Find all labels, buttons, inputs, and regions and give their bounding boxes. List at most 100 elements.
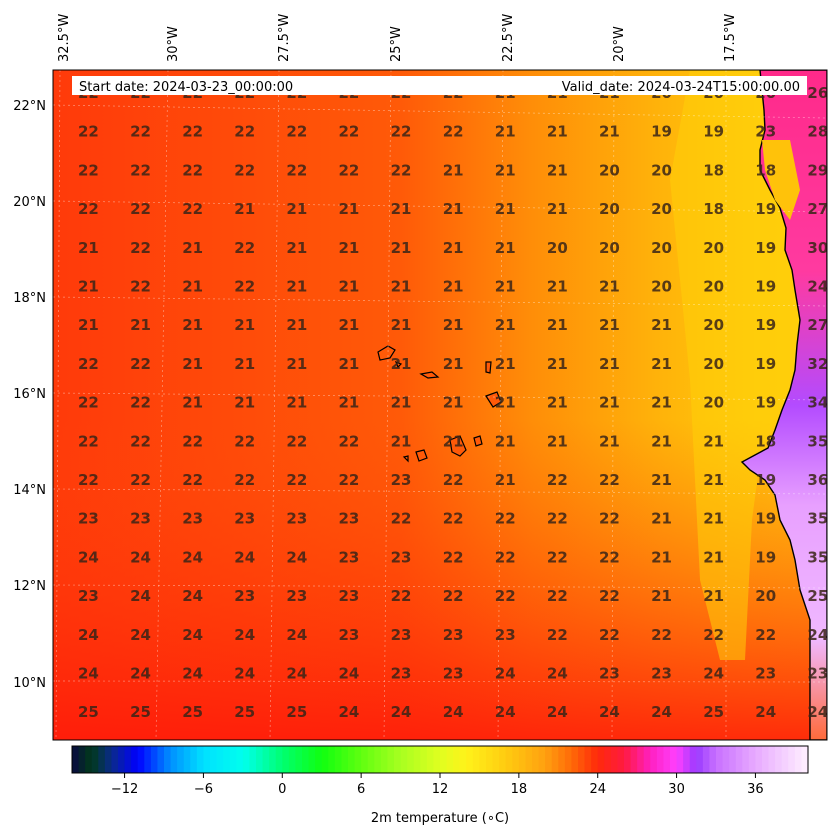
grid-value: 22	[130, 355, 151, 373]
colorbar-cell	[676, 746, 684, 773]
lat-label: 16°N	[13, 387, 46, 402]
grid-value: 21	[234, 200, 255, 218]
colorbar-cell	[348, 746, 356, 773]
grid-value: 21	[286, 239, 307, 257]
grid-value: 22	[339, 432, 360, 450]
grid-value: 23	[182, 510, 203, 528]
grid-value: 23	[391, 626, 412, 644]
colorbar-cell	[72, 746, 80, 773]
grid-value: 21	[443, 316, 464, 334]
lon-label: 17.5°W	[723, 14, 738, 62]
colorbar-cell	[374, 746, 382, 773]
grid-value: 20	[547, 239, 568, 257]
colorbar-cell	[118, 746, 126, 773]
grid-value: 22	[182, 123, 203, 141]
grid-value: 22	[391, 123, 412, 141]
grid-value: 22	[78, 123, 99, 141]
colorbar-cell	[210, 746, 218, 773]
start-date-label: Start date: 2024-03-23_00:00:00	[79, 80, 293, 95]
colorbar-cell	[98, 746, 106, 773]
grid-value: 20	[599, 161, 620, 179]
map-frame	[52, 69, 828, 741]
grid-value: 19	[755, 471, 776, 489]
colorbar-cell	[400, 746, 408, 773]
colorbar-cell	[689, 746, 697, 773]
grid-value: 24	[234, 548, 255, 566]
grid-value: 21	[651, 355, 672, 373]
colorbar-cell	[492, 746, 500, 773]
grid-value: 21	[182, 278, 203, 296]
grid-value: 21	[339, 355, 360, 373]
grid-value: 20	[703, 278, 724, 296]
colorbar-cell	[525, 746, 533, 773]
colorbar-cell	[545, 746, 553, 773]
grid-value: 23	[599, 665, 620, 683]
grid-value: 22	[182, 432, 203, 450]
temperature-field: 22 22 22 22 22 22 22 22 21 21 21 20 20 20 26 22 22 22 22 22…	[53, 70, 828, 740]
colorbar-cell	[472, 746, 481, 773]
grid-value: 34	[807, 394, 828, 412]
colorbar-cell	[762, 746, 770, 773]
grid-value: 21	[391, 394, 412, 412]
grid-value: 22	[547, 471, 568, 489]
grid-value: 21	[286, 278, 307, 296]
graticule	[53, 70, 827, 740]
grid-value: 22	[130, 278, 151, 296]
grid-value: 21	[234, 394, 255, 412]
colorbar-cell	[729, 746, 737, 773]
colorbar-cell	[131, 746, 139, 773]
grid-value: 22	[130, 432, 151, 450]
colorbar-cell	[223, 746, 231, 773]
colorbar-cell	[242, 746, 251, 773]
grid-value: 24	[130, 548, 151, 566]
grid-value: 22	[234, 239, 255, 257]
grid-value: 22	[391, 510, 412, 528]
colorbar-cell	[709, 746, 717, 773]
lat-label: 20°N	[13, 195, 46, 210]
grid-value: 20	[703, 394, 724, 412]
grid-value: 19	[755, 510, 776, 528]
grid-value: 22	[130, 161, 151, 179]
colorbar-cell	[702, 746, 711, 773]
grid-value: 22	[78, 394, 99, 412]
grid-value: 24	[339, 665, 360, 683]
grid-value: 23	[339, 510, 360, 528]
grid-value: 22	[547, 510, 568, 528]
grid-value: 22	[599, 587, 620, 605]
grid-value: 21	[391, 239, 412, 257]
colorbar-tick-label: −6	[194, 782, 213, 797]
grid-value: 21	[286, 200, 307, 218]
island-fogo	[415, 449, 428, 462]
grid-value: 23	[391, 548, 412, 566]
grid-value: 30	[807, 239, 828, 257]
colorbar-cell	[794, 746, 803, 773]
grid-value: 24	[130, 587, 151, 605]
grid-value: 21	[443, 394, 464, 412]
colorbar-cell	[420, 746, 428, 773]
colorbar-ticks: −12 −6 0 6 12 18 24 30 36	[111, 773, 764, 797]
grid-value: 22	[599, 471, 620, 489]
colorbar-cell	[150, 746, 159, 773]
grid-value: 24	[547, 703, 568, 721]
grid-value: 27	[807, 316, 828, 334]
grid-value: 24	[807, 703, 828, 721]
grid-value: 23	[807, 665, 828, 683]
grid-value: 20	[599, 200, 620, 218]
grid-value: 21	[599, 432, 620, 450]
grid-value: 22	[339, 123, 360, 141]
grid-value: 22	[339, 161, 360, 179]
grid-value: 24	[286, 626, 307, 644]
colorbar-tick-label: 0	[278, 782, 286, 797]
grid-value: 25	[234, 703, 255, 721]
colorbar-cell	[716, 746, 724, 773]
island-sao-nicolau	[419, 371, 440, 379]
grid-value: 22	[703, 626, 724, 644]
grid-value: 21	[703, 548, 724, 566]
colorbar-cell	[532, 746, 540, 773]
colorbar-cell	[361, 746, 369, 773]
colorbar-cell	[249, 746, 257, 773]
colorbar-cell	[144, 746, 152, 773]
grid-value: 21	[339, 278, 360, 296]
grid-value: 21	[495, 471, 516, 489]
colorbar-cell	[722, 746, 730, 773]
